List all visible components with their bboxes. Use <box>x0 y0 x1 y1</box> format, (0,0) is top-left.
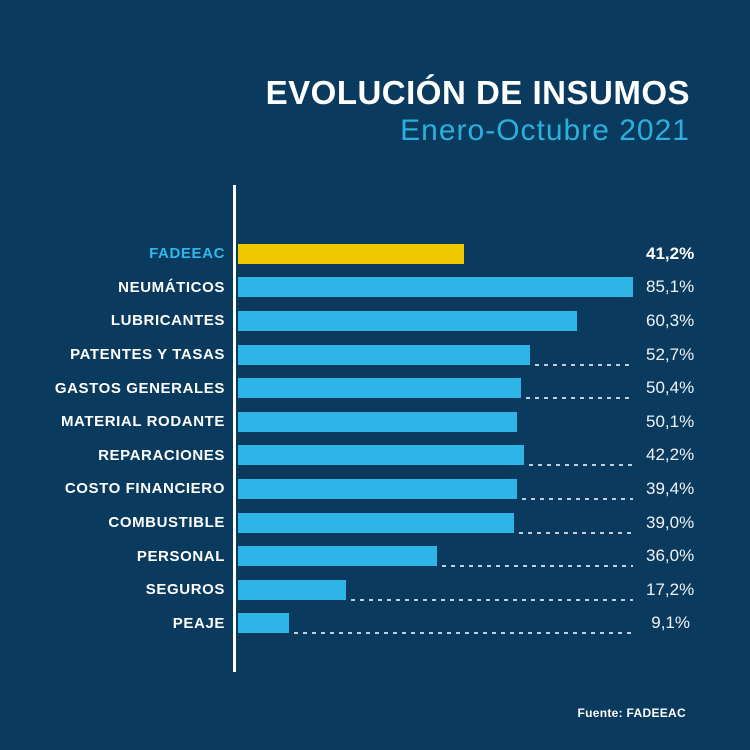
chart-row: FADEEAC 41,2% <box>30 237 695 271</box>
bar-track <box>238 304 633 338</box>
chart-row: LUBRICANTES 60,3% <box>30 304 695 338</box>
chart-rows: FADEEAC 41,2% NEUMÁTICOS 85,1% LUBRICANT… <box>30 237 695 641</box>
dotted-leader-line <box>521 497 633 500</box>
category-label: PATENTES Y TASAS <box>70 346 225 364</box>
value-label: 52,7% <box>646 344 695 364</box>
footer: Fuente: FADEEAC <box>577 706 686 720</box>
bar <box>238 310 577 331</box>
chart-row: GASTOS GENERALES 50,4% <box>30 371 695 405</box>
chart-row: SEGUROS 17,2% <box>30 573 695 607</box>
bar <box>238 579 346 600</box>
value-label: 39,0% <box>646 512 695 532</box>
dotted-leader-line <box>519 531 633 534</box>
bar <box>238 378 521 399</box>
bar-track <box>238 573 633 607</box>
bar <box>238 445 525 466</box>
value-label: 17,2% <box>646 579 695 599</box>
value-label: 50,4% <box>646 378 695 398</box>
bar-track <box>238 607 633 641</box>
bar <box>238 243 464 264</box>
value-label: 42,2% <box>646 445 695 465</box>
bar-track <box>238 371 633 405</box>
bar-chart: FADEEAC 41,2% NEUMÁTICOS 85,1% LUBRICANT… <box>30 185 695 672</box>
bar <box>238 344 531 365</box>
value-label: 39,4% <box>646 478 695 498</box>
bar <box>238 512 515 533</box>
chart-row: COSTO FINANCIERO 39,4% <box>30 472 695 506</box>
bar-track <box>238 472 633 506</box>
category-label: LUBRICANTES <box>110 312 225 330</box>
source-label: Fuente: FADEEAC <box>577 706 686 720</box>
header: EVOLUCIÓN DE INSUMOS Enero-Octubre 2021 <box>266 76 690 146</box>
value-label: 9,1% <box>651 613 690 633</box>
category-label: COSTO FINANCIERO <box>64 480 225 498</box>
bar <box>238 411 517 432</box>
dotted-leader-line <box>441 565 633 568</box>
dotted-leader-line <box>529 464 633 467</box>
category-label: PERSONAL <box>136 547 225 565</box>
dotted-leader-line <box>535 363 633 366</box>
value-label: 50,1% <box>646 411 695 431</box>
chart-row: PERSONAL 36,0% <box>30 539 695 573</box>
bar <box>238 277 633 298</box>
bar <box>238 546 437 567</box>
value-label: 41,2% <box>646 243 695 263</box>
chart-row: PATENTES Y TASAS 52,7% <box>30 338 695 372</box>
category-label: FADEEAC <box>149 245 225 263</box>
value-label: 60,3% <box>646 310 695 330</box>
chart-row: COMBUSTIBLE 39,0% <box>30 506 695 540</box>
dotted-leader-line <box>525 397 633 400</box>
category-label: REPARACIONES <box>98 446 225 464</box>
chart-subtitle: Enero-Octubre 2021 <box>400 114 690 147</box>
chart-row: NEUMÁTICOS 85,1% <box>30 271 695 305</box>
bar <box>238 478 517 499</box>
category-label: COMBUSTIBLE <box>108 514 225 532</box>
category-label: SEGUROS <box>145 581 225 599</box>
y-axis-line <box>233 185 236 672</box>
bar-track <box>238 237 633 271</box>
category-label: PEAJE <box>172 614 225 632</box>
chart-title: EVOLUCIÓN DE INSUMOS <box>265 74 690 111</box>
chart-row: MATERIAL RODANTE 50,1% <box>30 405 695 439</box>
chart-row: PEAJE 9,1% <box>30 607 690 641</box>
chart-row: REPARACIONES 42,2% <box>30 439 695 473</box>
value-label: 85,1% <box>646 277 695 297</box>
value-label: 36,0% <box>646 546 695 566</box>
category-label: GASTOS GENERALES <box>54 379 225 397</box>
bar-track <box>238 439 633 473</box>
bar-track <box>238 271 633 305</box>
bar <box>238 613 289 634</box>
dotted-leader-line <box>293 632 633 635</box>
bar-track <box>238 405 633 439</box>
bar-track <box>238 539 633 573</box>
category-label: NEUMÁTICOS <box>118 278 225 296</box>
category-label: MATERIAL RODANTE <box>60 413 225 431</box>
bar-track <box>238 506 633 540</box>
dotted-leader-line <box>350 598 633 601</box>
bar-track <box>238 338 633 372</box>
